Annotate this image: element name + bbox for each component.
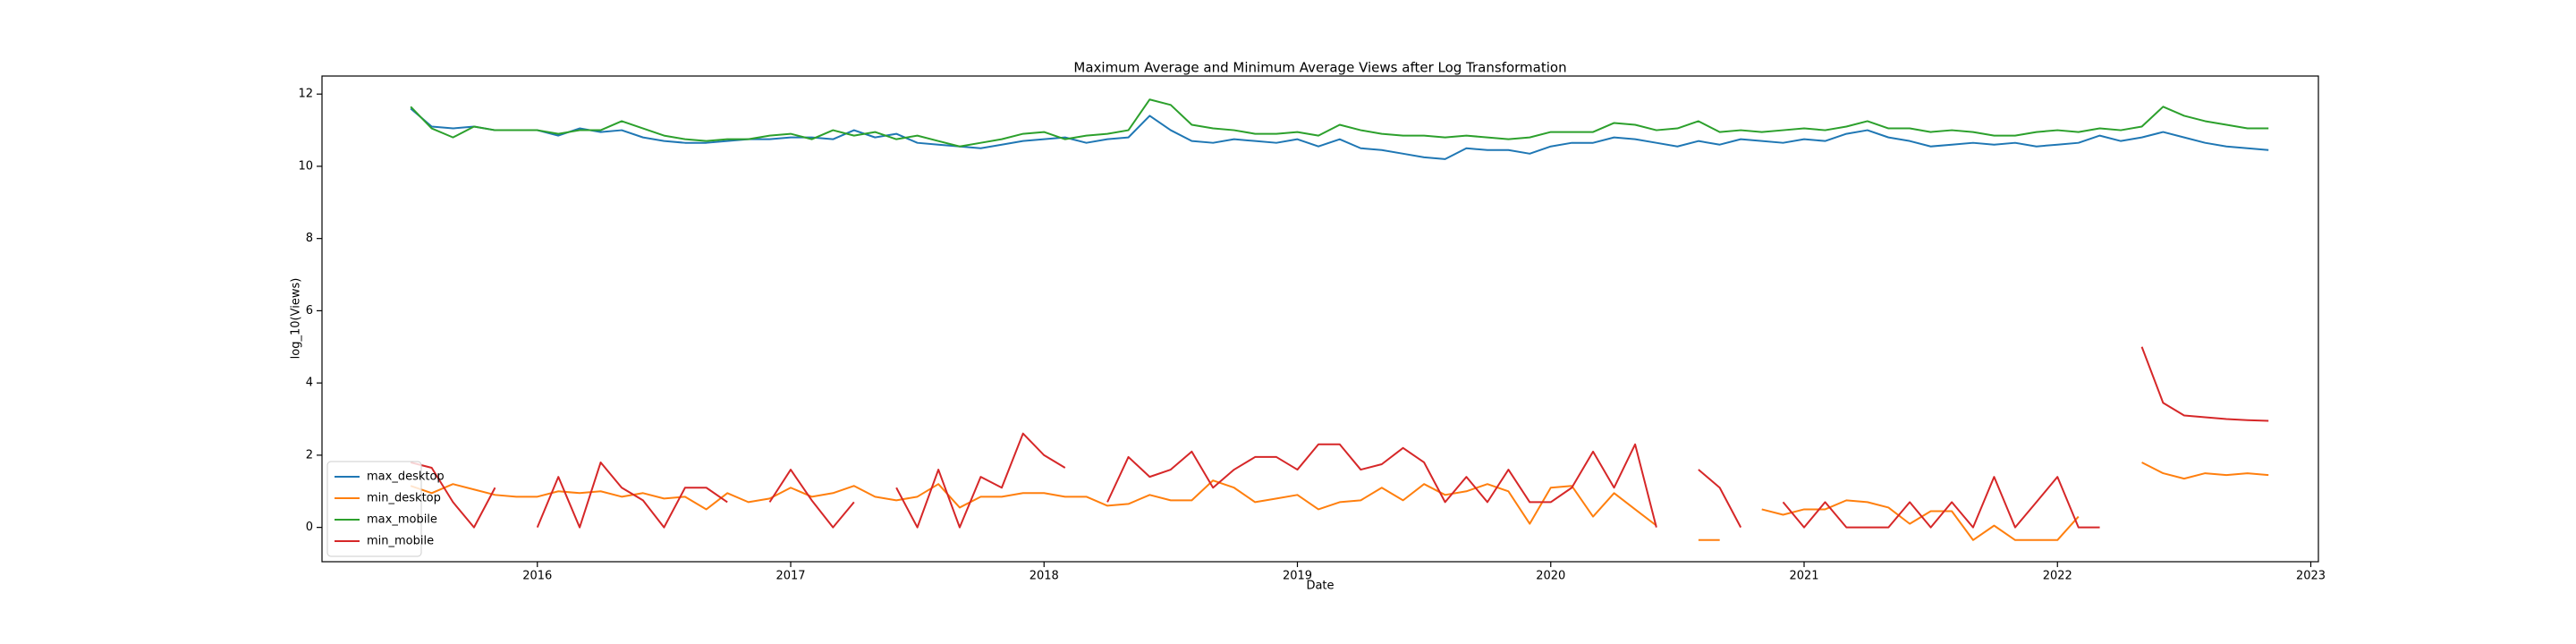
y-tick-label: 0	[306, 521, 313, 534]
y-tick-label: 2	[306, 448, 313, 462]
y-tick-label: 10	[298, 159, 313, 173]
x-axis-label: Date	[1306, 580, 1334, 593]
y-axis-label: log_10(Views)	[290, 278, 303, 360]
x-tick-label: 2017	[775, 570, 805, 583]
legend-label: max_mobile	[367, 513, 437, 527]
y-tick-label: 12	[298, 88, 313, 101]
legend-box	[326, 461, 422, 557]
series-line	[410, 462, 2269, 541]
legend: max_desktop min_desktop max_mobile min_mobi…	[326, 461, 445, 557]
legend-label: max_desktop	[367, 470, 445, 484]
y-tick-label: 4	[306, 377, 313, 390]
plot-frame	[321, 75, 2319, 563]
legend-label: min_desktop	[367, 492, 441, 505]
x-tick-label: 2019	[1283, 570, 1312, 583]
x-tick-label: 2018	[1030, 570, 1059, 583]
x-tick-label: 2022	[2043, 570, 2072, 583]
chart-title: Maximum Average and Minimum Average View…	[1073, 60, 1566, 76]
series-line	[410, 107, 2269, 160]
y-tick-label: 6	[306, 304, 313, 318]
y-tick-label: 8	[306, 232, 313, 245]
x-tick-label: 2016	[522, 570, 552, 583]
series-line	[410, 98, 2269, 148]
legend-label: min_mobile	[367, 535, 434, 548]
x-tick-label: 2023	[2296, 570, 2326, 583]
x-tick-label: 2021	[1789, 570, 1818, 583]
series-line	[410, 346, 2269, 529]
x-tick-label: 2020	[1536, 570, 1565, 583]
